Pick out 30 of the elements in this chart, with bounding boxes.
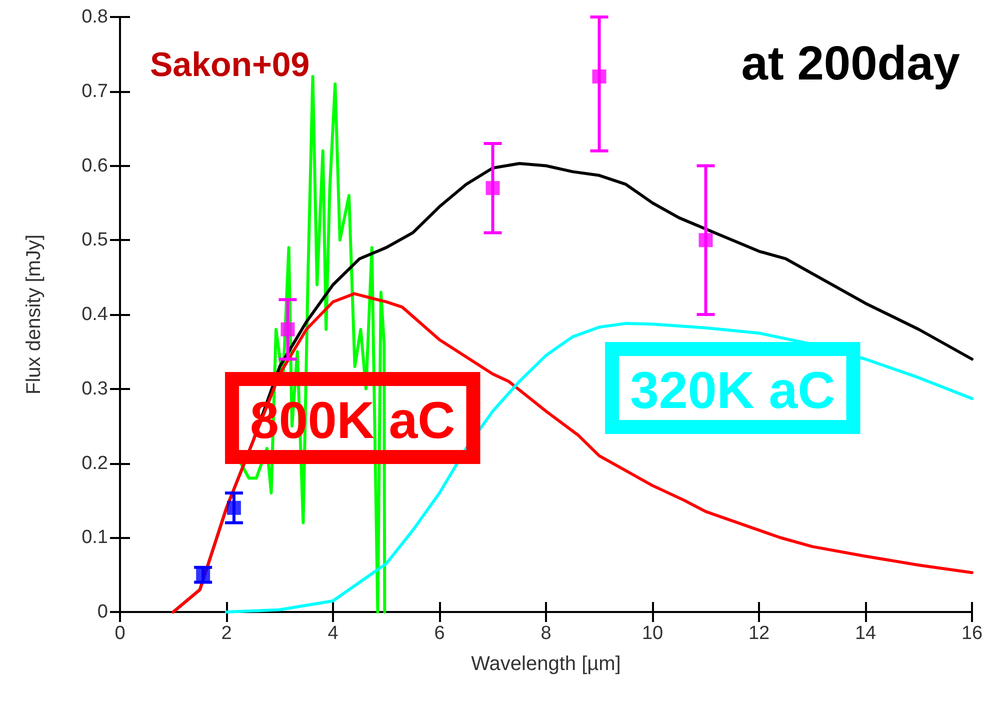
y-tick-label: 0.8 <box>82 6 108 28</box>
x-tick-label: 16 <box>961 623 983 644</box>
point <box>486 181 500 196</box>
annotation: at 200day <box>741 38 960 90</box>
x-tick-label: 8 <box>540 623 552 644</box>
x-tick-label: 6 <box>434 623 445 644</box>
y-tick-label: 0 <box>97 602 108 622</box>
y-tick-label: 0.1 <box>82 527 108 548</box>
point <box>226 500 241 515</box>
x-axis-title: Wavelength [µm] <box>471 653 621 675</box>
x-tick-label: 14 <box>854 623 876 644</box>
y-axis-title: Flux density [mJy] <box>23 234 45 395</box>
line-series <box>225 322 974 614</box>
series-label: 320K aC <box>630 362 836 420</box>
point <box>698 233 713 248</box>
x-tick-label: 0 <box>114 623 126 644</box>
x-tick-label: 10 <box>642 623 664 644</box>
y-tick-label: 0.6 <box>82 155 108 176</box>
y-tick-label: 0.7 <box>82 80 108 102</box>
x-tick-label: 12 <box>748 623 770 644</box>
y-tick-label: 0.4 <box>82 304 108 325</box>
x-tick-label: 4 <box>328 623 339 644</box>
point <box>280 322 295 336</box>
y-tick-label: 0.5 <box>82 230 108 251</box>
y-tick-label: 0.3 <box>82 378 108 400</box>
annotation: Sakon+09 <box>150 46 310 84</box>
point <box>592 70 606 84</box>
x-tick-label: 2 <box>221 623 232 644</box>
y-tick-label: 0.2 <box>82 452 108 474</box>
line-series <box>172 292 974 614</box>
